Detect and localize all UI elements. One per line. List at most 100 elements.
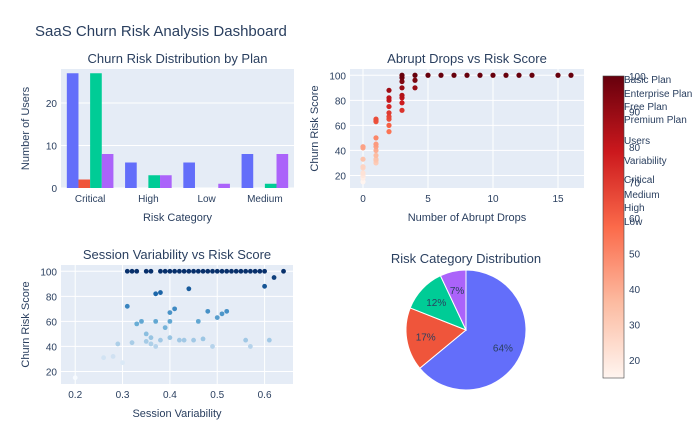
data-point [386, 114, 392, 120]
data-point [529, 72, 535, 78]
bar [148, 175, 161, 188]
y-tick-label: 20 [46, 99, 58, 110]
data-point [219, 268, 225, 274]
legend-entry: High [624, 203, 645, 214]
colorbar-tick: 20 [629, 356, 641, 367]
data-point [129, 340, 135, 346]
bar [160, 175, 172, 188]
data-point [153, 344, 159, 349]
bar [276, 154, 289, 188]
bar [125, 162, 137, 188]
x-tick-label: 5 [425, 194, 431, 205]
data-point [158, 290, 163, 295]
data-point [373, 141, 379, 147]
data-point [262, 268, 267, 274]
y-tick-label: 100 [329, 71, 346, 82]
data-point [386, 87, 392, 93]
data-point [281, 268, 286, 274]
data-point [386, 110, 392, 116]
data-point [120, 360, 125, 366]
data-point [167, 310, 173, 315]
data-point [134, 268, 140, 274]
y-tick-label: 0 [51, 184, 57, 195]
data-point [399, 107, 405, 113]
data-point [195, 268, 201, 274]
x-tick-label: 10 [487, 194, 499, 205]
data-point [167, 335, 173, 341]
data-point [399, 78, 405, 85]
data-point [386, 103, 392, 110]
data-point [172, 268, 178, 274]
data-point [124, 268, 130, 274]
data-point [176, 268, 182, 274]
data-point [360, 144, 366, 150]
data-point [238, 268, 244, 274]
data-point [490, 72, 496, 78]
data-point [191, 337, 196, 343]
data-point [252, 268, 258, 274]
slice-label: 64% [493, 343, 513, 354]
data-point [148, 335, 154, 341]
legend-entry: Critical [624, 175, 655, 186]
data-point [224, 268, 230, 274]
data-point [148, 341, 154, 347]
data-point [373, 135, 379, 141]
data-point [373, 152, 379, 159]
data-point [247, 344, 253, 349]
data-point [158, 337, 163, 343]
data-point [129, 268, 135, 274]
data-point [568, 72, 574, 78]
x-axis-label: Session Variability [132, 408, 222, 420]
y-axis-label: Churn Risk Score [309, 85, 321, 171]
x-tick-label: 0.4 [163, 390, 177, 401]
y-axis-label: Number of Users [20, 86, 32, 170]
colorbar-tick: 30 [629, 321, 641, 332]
data-point [464, 72, 470, 78]
panel-title: Session Variability vs Risk Score [83, 247, 271, 262]
data-point [186, 268, 192, 274]
data-point [412, 72, 418, 78]
data-point [451, 72, 457, 78]
slice-label: 12% [426, 298, 446, 309]
legend-entry: Premium Plan [624, 115, 687, 126]
data-point [412, 77, 418, 83]
data-point [516, 72, 522, 78]
drops-scatter-panel: Abrupt Drops vs Risk Score Number of Abru… [309, 51, 584, 224]
data-point [162, 325, 168, 331]
panel-title: Abrupt Drops vs Risk Score [387, 51, 547, 66]
data-point [167, 268, 173, 274]
data-point [210, 344, 215, 349]
data-point [243, 268, 249, 274]
legend-entry: Medium [624, 190, 660, 201]
colorbar-bar [602, 75, 625, 379]
slice-label: 7% [450, 286, 465, 297]
data-point [210, 268, 215, 274]
data-point [134, 321, 140, 327]
legend-entry: Free Plan [624, 102, 667, 113]
x-tick-label: High [138, 194, 159, 205]
data-point [143, 331, 149, 337]
y-tick-label: 20 [335, 171, 347, 182]
data-point [360, 179, 366, 185]
x-tick-label: Low [197, 194, 216, 205]
data-point [181, 337, 187, 343]
data-point [205, 268, 211, 274]
data-point [257, 268, 263, 274]
data-point [148, 268, 154, 274]
data-point [214, 268, 220, 274]
data-point [200, 336, 206, 342]
data-point [229, 268, 234, 274]
x-tick-label: 0.2 [68, 390, 82, 401]
colorbar-tick: 100 [629, 72, 646, 83]
data-point [360, 170, 366, 176]
data-point [477, 72, 483, 78]
bar [241, 154, 254, 188]
legend-entry: Variability [624, 156, 667, 167]
y-tick-label: 60 [46, 317, 58, 328]
data-point [153, 318, 159, 324]
data-point [386, 122, 392, 128]
x-tick-label: 0.3 [116, 390, 130, 401]
data-point [181, 268, 187, 274]
bar-chart-panel: Churn Risk Distribution by Plan Risk Cate… [20, 51, 294, 224]
